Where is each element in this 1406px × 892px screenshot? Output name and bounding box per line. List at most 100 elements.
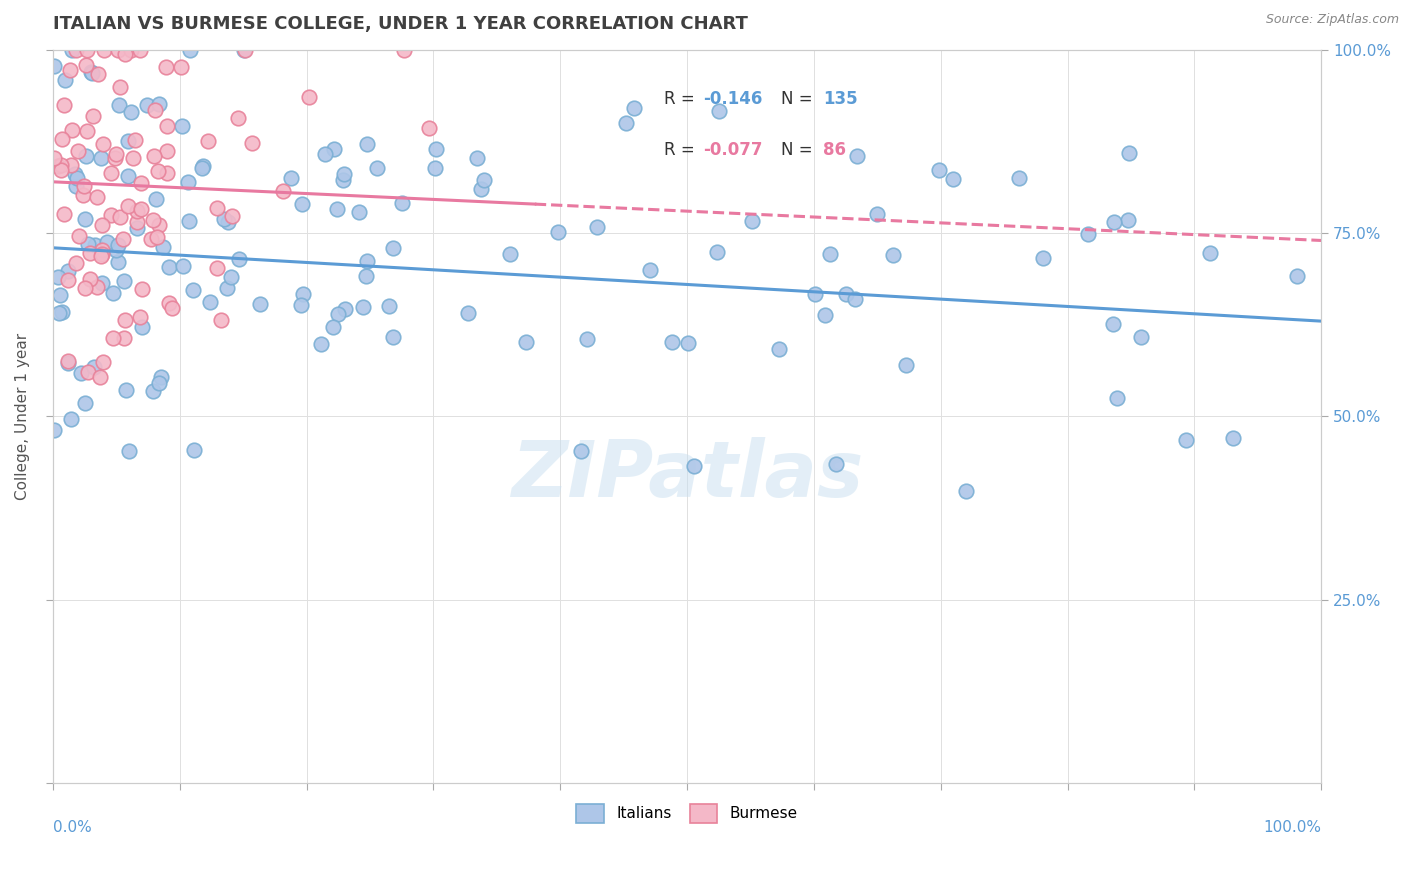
Point	[96, 235, 118, 250]
Point	[44, 151, 66, 165]
Point	[425, 161, 447, 176]
Point	[51, 132, 73, 146]
Point	[181, 283, 204, 297]
Point	[120, 43, 142, 57]
Point	[75, 149, 97, 163]
Point	[1130, 329, 1153, 343]
Text: 86: 86	[823, 142, 846, 160]
Point	[77, 237, 100, 252]
Text: N =: N =	[780, 90, 818, 108]
Point	[128, 310, 150, 324]
Point	[232, 43, 254, 57]
Point	[820, 247, 842, 261]
Point	[127, 204, 149, 219]
Point	[569, 443, 592, 458]
Point	[326, 307, 349, 321]
Point	[709, 103, 731, 118]
Point	[131, 319, 153, 334]
Point	[205, 260, 228, 275]
Point	[104, 244, 127, 258]
Text: R =: R =	[664, 142, 700, 160]
Point	[1116, 212, 1139, 227]
Text: Source: ZipAtlas.com: Source: ZipAtlas.com	[1265, 13, 1399, 27]
Point	[352, 300, 374, 314]
Point	[377, 299, 399, 313]
Point	[942, 171, 965, 186]
Point	[66, 171, 89, 186]
Point	[59, 63, 82, 78]
Point	[91, 136, 114, 151]
Point	[80, 64, 103, 78]
Point	[135, 98, 157, 112]
Point	[623, 101, 645, 115]
Point	[172, 119, 194, 133]
Point	[125, 220, 148, 235]
Point	[191, 161, 214, 175]
Point	[70, 367, 93, 381]
Point	[240, 136, 263, 151]
Point	[347, 205, 370, 219]
Point	[79, 246, 101, 260]
Point	[93, 354, 115, 368]
Point	[59, 412, 82, 426]
Point	[145, 103, 167, 117]
Point	[86, 280, 108, 294]
Point	[271, 184, 294, 198]
Point	[120, 104, 142, 119]
Point	[56, 264, 79, 278]
Point	[146, 230, 169, 244]
Point	[834, 287, 856, 301]
Point	[1222, 431, 1244, 445]
Point	[498, 247, 520, 261]
Text: ZIPatlas: ZIPatlas	[510, 437, 863, 513]
Point	[53, 98, 76, 112]
Point	[49, 162, 72, 177]
Point	[392, 43, 415, 57]
Point	[205, 201, 228, 215]
Text: -0.146: -0.146	[703, 90, 763, 108]
Point	[110, 210, 132, 224]
Point	[332, 173, 354, 187]
Point	[156, 119, 179, 133]
Point	[547, 225, 569, 239]
Point	[804, 286, 827, 301]
Point	[100, 207, 122, 221]
Point	[110, 79, 132, 94]
Point	[228, 252, 250, 267]
Point	[249, 297, 271, 311]
Point	[193, 159, 215, 173]
Point	[177, 175, 200, 189]
Point	[198, 295, 221, 310]
Point	[101, 286, 124, 301]
Point	[105, 147, 128, 161]
Point	[149, 370, 172, 384]
Point	[51, 305, 73, 319]
Point	[145, 192, 167, 206]
Point	[366, 161, 388, 175]
Point	[1118, 145, 1140, 160]
Point	[55, 72, 77, 87]
Point	[52, 207, 75, 221]
Point	[93, 43, 115, 57]
Point	[87, 67, 110, 81]
Point	[382, 241, 405, 255]
Point	[356, 136, 378, 151]
Point	[131, 282, 153, 296]
Point	[152, 240, 174, 254]
Point	[90, 249, 112, 263]
Point	[470, 182, 492, 196]
Point	[90, 243, 112, 257]
Point	[894, 358, 917, 372]
Point	[156, 166, 179, 180]
Point	[157, 260, 180, 274]
Point	[322, 320, 344, 334]
Point	[117, 198, 139, 212]
Point	[1102, 317, 1125, 331]
Point	[335, 302, 357, 317]
Point	[844, 292, 866, 306]
Point	[280, 171, 302, 186]
Point	[76, 365, 98, 379]
Point	[117, 169, 139, 183]
Point	[160, 301, 183, 315]
Point	[67, 228, 90, 243]
